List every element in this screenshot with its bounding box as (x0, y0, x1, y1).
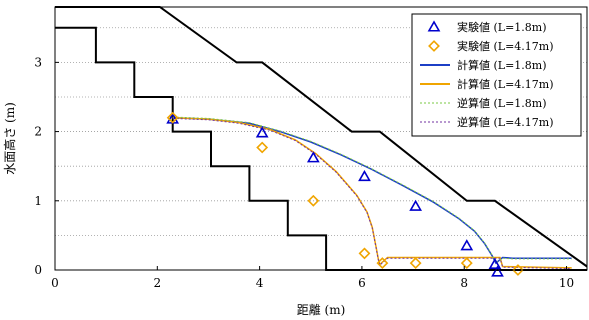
x-tick-label: 2 (153, 276, 161, 290)
legend: 実験値 (L=1.8m) 実験値 (L=4.17m) 計算値 (L=1.8m) 計算値… (411, 13, 582, 137)
series-1-point (358, 169, 371, 182)
boundary-line-2 (55, 6, 588, 268)
legend-box (411, 13, 582, 137)
series-2-point (409, 257, 422, 270)
legend-symbol-2 (428, 40, 440, 52)
boundaries (55, 6, 588, 271)
series-2-point (460, 257, 473, 270)
series-line-6 (172, 117, 572, 270)
y-tick-label: 2 (34, 125, 42, 139)
series-lines (172, 116, 572, 270)
y-tick-label: 3 (34, 55, 42, 69)
series-2-point (358, 247, 371, 260)
x-tick-label: 0 (51, 276, 59, 290)
series-1-point (488, 257, 502, 270)
x-tick-label: 10 (559, 276, 574, 290)
series-1-point (491, 265, 504, 277)
x-tick-label: 8 (460, 276, 468, 290)
series-2-point (256, 141, 269, 154)
legend-label-1: 実験値 (L=1.8m) (457, 20, 547, 34)
legend-label-2: 実験値 (L=4.17m) (457, 39, 554, 53)
y-tick-label: 1 (34, 194, 42, 208)
series-line-5 (172, 116, 572, 264)
legend-label-4: 計算値 (L=4.17m) (457, 77, 554, 91)
series-1-point (255, 126, 269, 138)
y-axis-ticks: 0 1 2 3 (34, 55, 59, 277)
series-2-point (376, 257, 389, 270)
series-2-point (166, 111, 179, 124)
series-1-point (409, 199, 423, 211)
series-markers (166, 111, 524, 277)
legend-label-5: 逆算値 (L=1.8m) (457, 96, 547, 110)
boundary-line-1 (55, 26, 587, 271)
x-axis-ticks: 0 2 4 6 8 10 (51, 266, 574, 290)
series-line-4 (172, 116, 572, 269)
y-tick-label: 0 (34, 263, 42, 277)
legend-symbol-1 (427, 20, 441, 32)
legend-label-3: 計算値 (L=1.8m) (457, 58, 547, 72)
series-line-3 (172, 116, 572, 265)
x-axis-title: 距離 (m) (297, 303, 346, 317)
x-tick-label: 6 (358, 276, 366, 290)
x-tick-label: 4 (256, 276, 264, 290)
y-axis-title: 水面高さ (m) (2, 102, 17, 175)
series-1-point (460, 239, 474, 251)
legend-label-6: 逆算値 (L=4.17m) (457, 115, 554, 129)
series-2-point (307, 194, 320, 207)
series-1-point (306, 151, 320, 163)
plot-frame (54, 6, 588, 271)
series-2-point (512, 264, 524, 276)
